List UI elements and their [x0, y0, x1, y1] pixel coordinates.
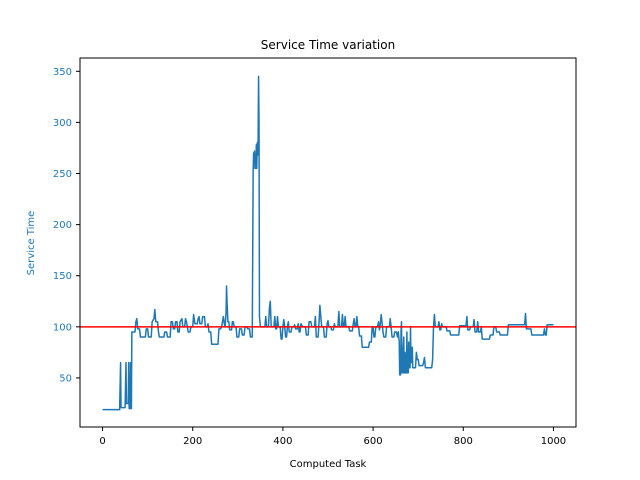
plot-frame: [79, 57, 577, 428]
x-tick-label: 0: [99, 436, 105, 447]
y-axis-label: Service Time: [26, 211, 37, 276]
plot-area: 0 200 400 600 800 1000 50 100 150 200 250 300 350: [53, 57, 577, 447]
chart-title: Service Time variation: [261, 38, 395, 52]
x-tick-label: 400: [273, 436, 292, 447]
y-tick-label: 50: [59, 373, 72, 384]
y-tick-label: 300: [53, 118, 72, 129]
x-tick-label: 800: [454, 436, 473, 447]
x-axis-label: Computed Task: [290, 459, 367, 470]
y-tick-label: 350: [53, 67, 72, 78]
y-tick-label: 250: [53, 169, 72, 180]
x-tick-label: 600: [364, 436, 383, 447]
x-tick-label: 1000: [541, 436, 566, 447]
x-tick-label: 200: [183, 436, 202, 447]
y-tick-label: 150: [53, 271, 72, 282]
series-line-0: [102, 75, 554, 411]
y-tick-label: 200: [53, 220, 72, 231]
y-tick-label: 100: [53, 322, 72, 333]
